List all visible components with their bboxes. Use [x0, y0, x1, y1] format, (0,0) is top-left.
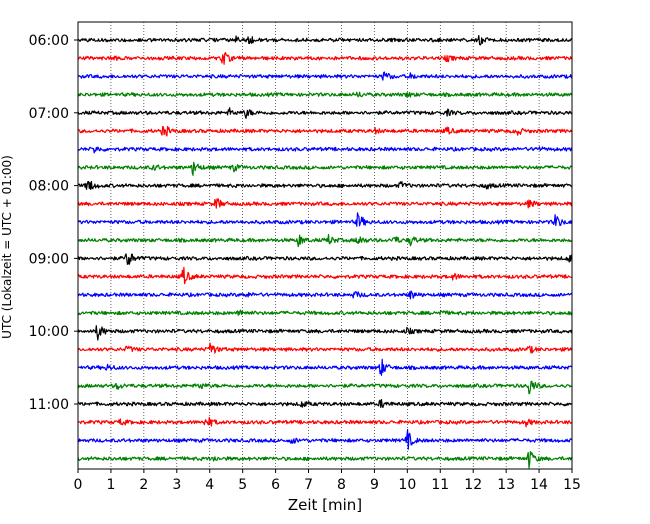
x-tick-label: 2: [139, 477, 148, 493]
trace-row-1130: [77, 429, 573, 450]
trace-row-1015: [77, 342, 573, 354]
trace-row-0830: [77, 212, 573, 227]
trace-row-0900: [77, 253, 573, 265]
trace-row-1045: [77, 380, 573, 395]
trace-row-0945: [77, 309, 573, 316]
y-tick-label: 06:00: [29, 33, 69, 49]
x-tick-label: 12: [464, 477, 482, 493]
y-tick-label: 10:00: [29, 324, 69, 340]
trace-row-0815: [77, 198, 573, 209]
trace-row-1000: [77, 325, 573, 341]
x-tick-label: 14: [530, 477, 548, 493]
x-tick-label: 10: [398, 477, 416, 493]
y-tick-label: 11:00: [29, 397, 69, 413]
trace-row-0930: [77, 290, 573, 300]
x-tick-label: 11: [431, 477, 449, 493]
trace-row-0915: [77, 266, 572, 285]
trace-row-1030: [77, 358, 573, 376]
y-axis-label: UTC (Lokalzeit = UTC + 01:00): [0, 155, 14, 339]
x-tick-label: 5: [238, 477, 247, 493]
x-tick-label: 4: [205, 477, 214, 493]
trace-row-0615: [77, 52, 573, 65]
trace-row-0600: [77, 35, 573, 46]
trace-row-0645: [77, 91, 573, 98]
trace-row-1115: [77, 416, 573, 428]
x-tick-label: 1: [106, 477, 115, 493]
y-axis-ticks: 06:00 07:00 08:00 09:00 10:00 11:00: [29, 33, 78, 413]
trace-row-0700: [77, 107, 572, 119]
y-tick-label: 09:00: [29, 251, 69, 267]
trace-row-0715: [78, 125, 573, 137]
gridlines: [110, 22, 540, 469]
trace-row-0630: [77, 71, 573, 81]
x-axis-label: Zeit [min]: [288, 496, 362, 514]
y-tick-label: 07:00: [29, 106, 69, 122]
trace-row-1145: [77, 451, 573, 469]
x-tick-label: 8: [337, 477, 346, 493]
x-tick-label: 7: [304, 477, 313, 493]
y-tick-label: 08:00: [29, 179, 69, 195]
trace-row-1100: [77, 399, 573, 409]
x-tick-label: 13: [497, 477, 515, 493]
x-tick-label: 6: [271, 477, 280, 493]
x-tick-label: 3: [172, 477, 181, 493]
trace-row-0745: [77, 161, 573, 176]
x-tick-label: 15: [563, 477, 581, 493]
trace-rows: [77, 35, 573, 469]
x-axis-ticks: 0 1 2 3 4 5 6 7 8 9 10 11 12 13 14 15: [74, 469, 581, 493]
trace-row-0800: [77, 180, 573, 190]
x-tick-label: 9: [370, 477, 379, 493]
trace-row-0730: [77, 146, 573, 154]
trace-row-0845: [77, 233, 573, 248]
plot-frame: [77, 21, 573, 470]
x-tick-label: 0: [74, 477, 83, 493]
